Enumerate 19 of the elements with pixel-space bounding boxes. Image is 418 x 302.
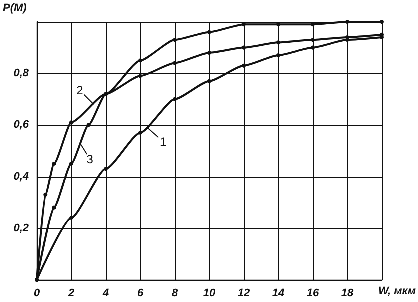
y-tick-label: 0,2 [14, 222, 29, 234]
x-tick-label: 6 [137, 288, 144, 300]
annotation: 3 [86, 152, 94, 166]
x-axis-title: W, мкм [378, 286, 416, 298]
y-tick-label: 0,4 [14, 170, 29, 183]
x-tick-label: 2 [67, 288, 75, 300]
x-tick-label: 14 [272, 288, 285, 300]
x-tick-label: 8 [172, 288, 179, 300]
x-tick-label: 18 [341, 288, 354, 300]
annotation: 2 [76, 84, 84, 98]
x-tick-label: 16 [306, 288, 320, 300]
annotation: 1 [160, 134, 168, 149]
x-tick-label: 4 [102, 288, 110, 300]
y-axis-title: P(M) [3, 2, 28, 14]
x-tick-label: 12 [238, 288, 250, 300]
x-tick-label: 10 [203, 288, 216, 300]
y-tick-label: 0,6 [14, 119, 30, 132]
x-tick-label: 0 [34, 288, 41, 300]
y-tick-label: 0,8 [14, 68, 30, 80]
